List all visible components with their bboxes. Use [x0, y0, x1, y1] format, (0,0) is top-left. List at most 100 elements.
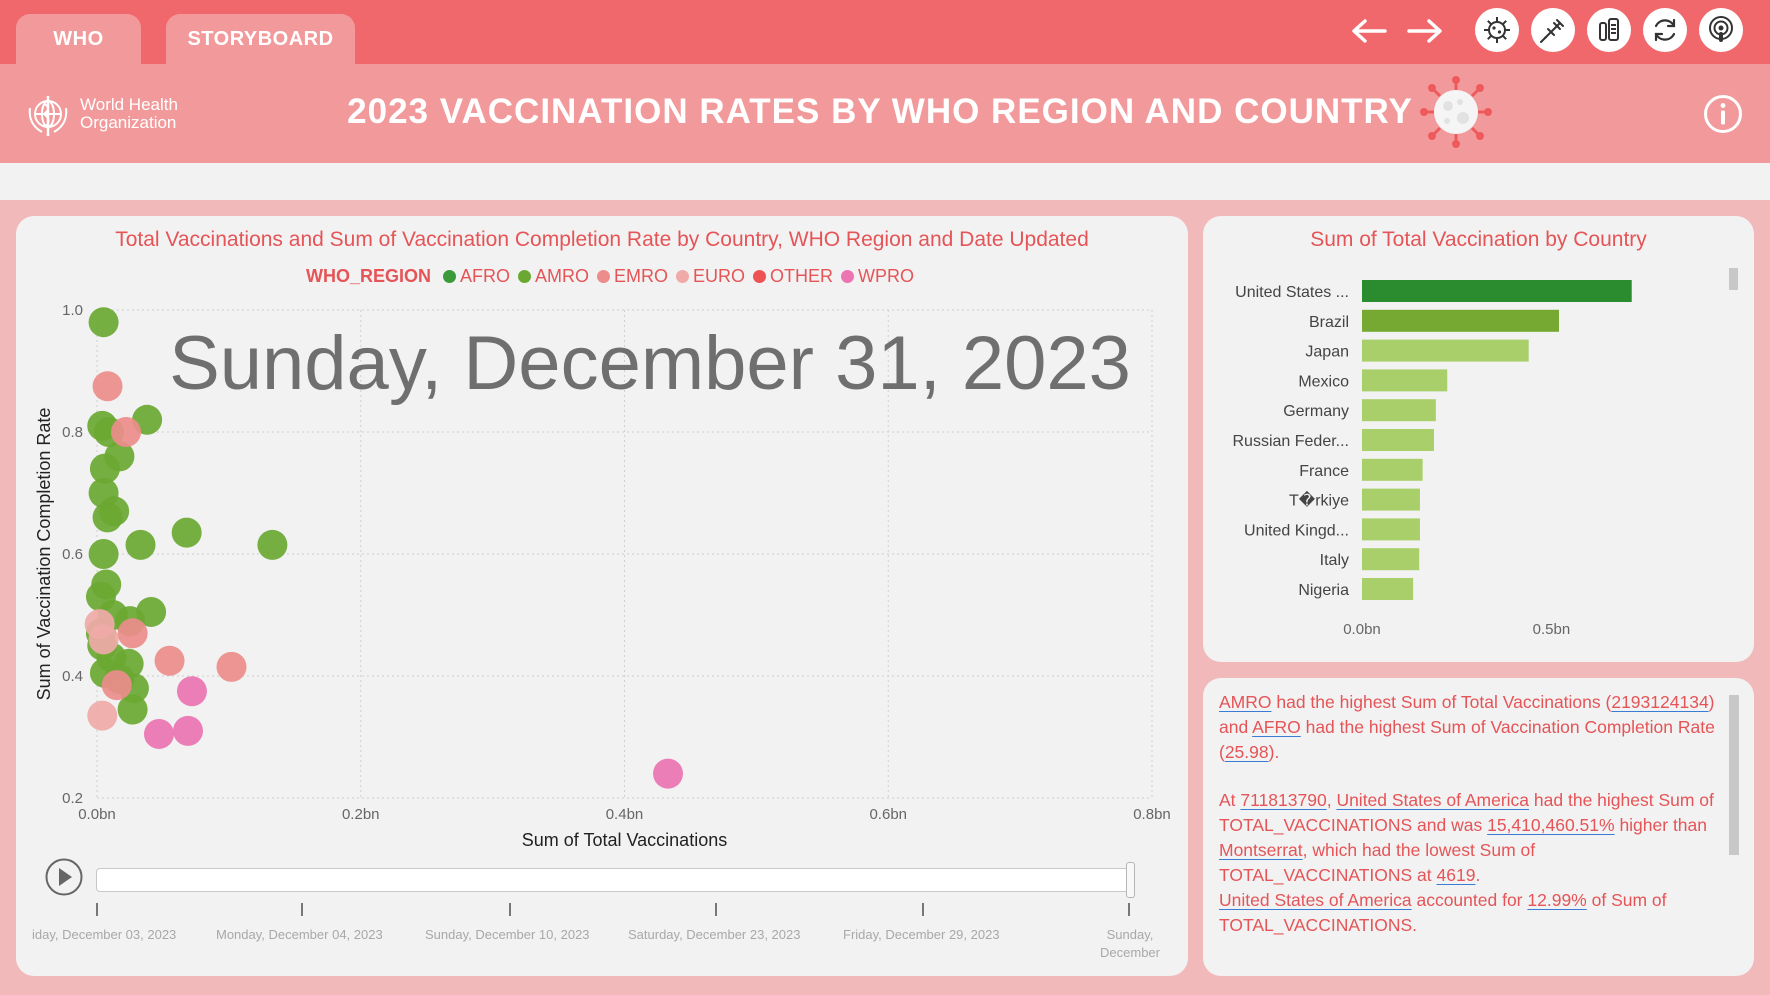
play-button[interactable]: [44, 857, 84, 897]
scatter-point: [257, 529, 288, 560]
bar-category-label: Japan: [1305, 344, 1349, 361]
bar-category-label: T�rkiye: [1289, 491, 1349, 510]
bar: [1362, 369, 1448, 392]
narrative-text: had the highest Sum of TOTAL_VACCINATION…: [1219, 790, 1714, 835]
narrative-text: had the highest Sum of Total Vaccination…: [1271, 692, 1612, 712]
legend-item-amro[interactable]: AMRO: [518, 266, 589, 287]
virus-button[interactable]: [1475, 8, 1519, 52]
tab-who[interactable]: WHO: [16, 14, 141, 64]
narrative-text: had the highest Sum of Vaccination Compl…: [1219, 717, 1715, 762]
x-tick-label: 0.0bn: [78, 806, 116, 823]
info-icon[interactable]: [1703, 94, 1743, 134]
narrative-text: accounted for: [1411, 890, 1528, 910]
narrative-highlight[interactable]: Montserrat: [1219, 840, 1303, 860]
bar-category-label: United Kingd...: [1244, 522, 1349, 539]
narrative-highlight[interactable]: 711813790: [1240, 790, 1327, 810]
bar-category-label: Germany: [1283, 403, 1349, 420]
scatter-point: [125, 529, 156, 560]
narrative-highlight[interactable]: 15,410,460.51%: [1487, 815, 1615, 835]
bar: [1362, 280, 1632, 302]
y-tick-label: 0.2: [62, 790, 83, 807]
legend-dot: [841, 270, 855, 283]
scatter-point: [88, 539, 119, 569]
legend-dot: [676, 270, 690, 283]
date-display: Sunday, December 31, 2023: [169, 321, 1131, 406]
legend-item-euro[interactable]: EURO: [676, 266, 745, 287]
narrative-highlight[interactable]: 2193124134: [1611, 692, 1709, 712]
tab-storyboard[interactable]: STORYBOARD: [166, 14, 355, 64]
logo-line1: World Health: [80, 95, 178, 114]
scatter-title: Total Vaccinations and Sum of Vaccinatio…: [115, 228, 1089, 251]
narrative-highlight[interactable]: United States of America: [1336, 790, 1530, 810]
legend-item-emro[interactable]: EMRO: [597, 266, 668, 287]
top-bar: WHO STORYBOARD: [0, 0, 1770, 64]
syringe-button[interactable]: [1531, 8, 1575, 52]
legend-label: EURO: [693, 266, 746, 286]
narrative-scrollbar[interactable]: [1729, 695, 1739, 855]
x-axis-label: Sum of Total Vaccinations: [522, 830, 727, 850]
bar: [1362, 339, 1529, 362]
scatter-point: [88, 478, 119, 508]
narrative-text: higher than: [1614, 815, 1708, 835]
scatter-point: [172, 715, 203, 746]
scatter-point: [101, 670, 132, 701]
narrative-text: ).: [1268, 742, 1280, 762]
narrative-highlight[interactable]: AFRO: [1252, 717, 1301, 737]
bar: [1362, 548, 1420, 571]
y-axis-label: Sum of Vaccination Completion Rate: [34, 408, 54, 701]
narrative-text: .: [1475, 865, 1481, 885]
bar-category-label: France: [1299, 463, 1349, 480]
legend-dot: [753, 270, 767, 283]
test-tube-icon: [1599, 18, 1619, 41]
page-title: 2023 VACCINATION RATES BY WHO REGION AND…: [347, 92, 1413, 131]
tab-who-label: WHO: [53, 27, 104, 50]
narrative-highlight[interactable]: 4619: [1436, 865, 1476, 885]
bar: [1362, 309, 1559, 332]
syringe-icon: [1540, 19, 1564, 43]
x-tick-label: 0.4bn: [606, 806, 644, 823]
legend-dot: [518, 270, 532, 283]
bar: [1362, 429, 1434, 451]
bar: [1362, 399, 1436, 422]
timeline-track[interactable]: [96, 868, 1134, 892]
legend-dot: [597, 270, 611, 283]
refresh-button[interactable]: [1643, 8, 1687, 52]
scatter-point: [88, 307, 119, 338]
arrow-right-icon[interactable]: [1405, 18, 1445, 44]
bar-category-label: Mexico: [1298, 373, 1349, 390]
scatter-point: [653, 758, 684, 789]
narrative-highlight[interactable]: 12.99%: [1527, 890, 1587, 910]
timeline-handle[interactable]: [1126, 862, 1135, 898]
narrative-panel: [1203, 678, 1754, 976]
podcast-button[interactable]: [1699, 8, 1743, 52]
scatter-point: [143, 718, 174, 749]
legend-item-other[interactable]: OTHER: [753, 266, 833, 287]
who-emblem-icon: [28, 96, 68, 136]
filter-strip: [0, 163, 1770, 200]
legend-item-wpro[interactable]: WPRO: [841, 266, 914, 287]
timeline-label: Friday, December 29, 2023: [843, 927, 1000, 942]
scatter-point: [117, 694, 148, 725]
play-icon: [59, 868, 72, 886]
y-tick-label: 0.4: [62, 668, 83, 685]
scatter-point: [171, 517, 202, 548]
scatter-point: [92, 371, 123, 402]
scatter-point: [216, 651, 247, 682]
narrative-highlight[interactable]: United States of America: [1219, 890, 1412, 910]
arrow-left-icon[interactable]: [1349, 18, 1389, 44]
test-tube-button[interactable]: [1587, 8, 1631, 52]
y-tick-label: 0.6: [62, 546, 83, 563]
x-tick-label: 0.8bn: [1133, 806, 1171, 823]
refresh-icon: [1654, 18, 1676, 42]
logo-text: World Health Organization: [80, 96, 178, 132]
x-tick-label: 0.2bn: [342, 806, 380, 823]
narrative-highlight[interactable]: 25.98: [1224, 742, 1269, 762]
narrative-highlight[interactable]: AMRO: [1219, 692, 1272, 712]
scatter-point: [111, 417, 142, 447]
bar-category-label: Nigeria: [1298, 582, 1349, 599]
bar: [1362, 518, 1420, 541]
y-tick-label: 0.8: [62, 424, 83, 441]
scatter-point: [117, 618, 148, 649]
legend-item-afro[interactable]: AFRO: [443, 266, 510, 287]
